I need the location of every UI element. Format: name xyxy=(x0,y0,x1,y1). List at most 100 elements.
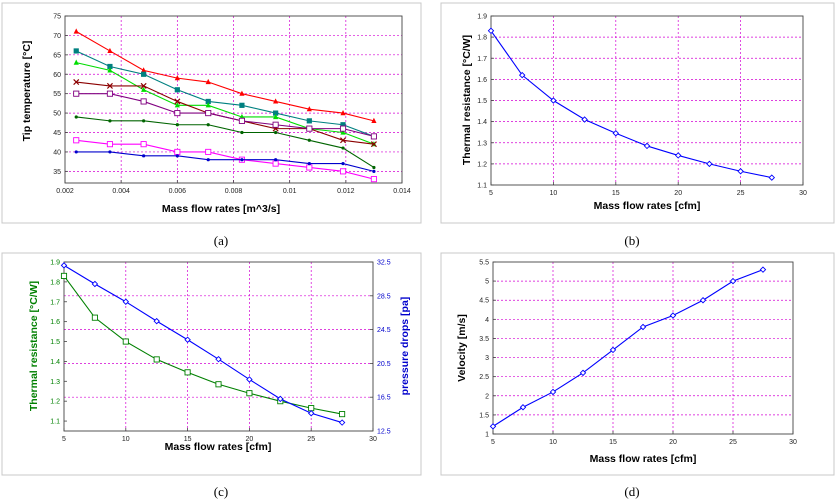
series-2-point xyxy=(91,280,99,288)
x-tick-label: 30 xyxy=(789,439,797,446)
series-3-point xyxy=(73,59,79,65)
series-2-point xyxy=(141,71,147,77)
series-7-line xyxy=(76,139,375,180)
series-1-point xyxy=(768,174,776,181)
x-tick-label: 0.014 xyxy=(393,188,411,195)
caption-c: (c) xyxy=(214,484,228,499)
x-tick-label: 15 xyxy=(612,190,620,197)
y-tick-label: 55 xyxy=(53,91,61,98)
series-3-point xyxy=(239,113,245,120)
series-1-point xyxy=(581,116,588,123)
y-tick-label: 70 xyxy=(53,33,61,40)
series-7-point xyxy=(272,160,279,167)
series-1-point xyxy=(550,97,557,104)
x-tick-label: 30 xyxy=(369,436,377,443)
series-2-point xyxy=(307,410,315,417)
x-tick-label: 5 xyxy=(489,190,493,197)
y-tick-label: 45 xyxy=(53,130,61,137)
chart-d: 5 10 15 20 25 30 1 1.5 2 2.5 3 3.5 4 4.5 5 5.5 Mass flow… xyxy=(456,260,797,466)
series-8-line xyxy=(76,151,375,172)
series-3-line xyxy=(76,62,375,145)
y-tick-label: 4.5 xyxy=(479,298,489,305)
x-tick-label: 10 xyxy=(549,439,557,446)
panel-c-frame xyxy=(1,252,422,476)
y-axis-label: Thermal resistance [°C/W] xyxy=(461,35,473,165)
series-5-point xyxy=(73,90,80,97)
series-8-point xyxy=(240,158,244,162)
y-tick-label: 1.3 xyxy=(477,140,487,147)
series-1-point xyxy=(729,277,737,285)
series-4-point xyxy=(140,82,147,89)
series-1-point xyxy=(339,411,346,418)
x-tick-label: 0.002 xyxy=(56,188,74,195)
series-5-point xyxy=(339,125,347,132)
series-8-point xyxy=(206,158,210,162)
series-5-point xyxy=(205,110,212,117)
series-1-point xyxy=(239,90,245,96)
y-tick-label: 1.1 xyxy=(477,183,487,190)
series-4-point xyxy=(106,82,113,89)
series-2-point xyxy=(122,298,130,305)
series-5-point xyxy=(140,98,147,105)
series-2-point xyxy=(273,110,279,116)
y-tick-label: 2.5 xyxy=(479,374,489,381)
y-axis-label: Tip temperature [°C] xyxy=(21,41,33,142)
series-1-point xyxy=(669,312,677,319)
y-tick-label: 1.6 xyxy=(477,77,487,84)
series-4-point xyxy=(340,137,347,144)
series-3-point xyxy=(174,102,180,108)
series-7-point xyxy=(73,137,80,144)
y-tick-label: 1.2 xyxy=(50,399,60,406)
x-tick-label: 25 xyxy=(307,436,315,443)
series-2-point xyxy=(215,355,222,363)
series-6-point xyxy=(108,119,112,123)
series-1-line xyxy=(63,275,343,415)
series-7-point xyxy=(106,141,113,148)
series-8-point xyxy=(372,169,376,173)
series-1-point xyxy=(489,423,497,430)
series-1-point xyxy=(107,47,113,54)
y-tick-label: 75 xyxy=(53,14,61,21)
y-tick-label: 1.5 xyxy=(50,339,60,346)
y-right-tick-label: 28.5 xyxy=(377,293,391,300)
y-tick-label: 1.6 xyxy=(50,319,60,326)
series-1-point xyxy=(184,369,191,376)
series-8-point xyxy=(341,161,345,166)
x-tick-label: 5 xyxy=(62,436,66,443)
series-8-point xyxy=(108,150,112,154)
series-1-point xyxy=(737,168,744,175)
series-1-point xyxy=(519,404,527,411)
y-tick-label: 60 xyxy=(53,72,61,79)
series-5-point xyxy=(306,125,313,132)
series-2-point xyxy=(107,63,113,70)
series-6-line xyxy=(76,116,375,168)
series-6-point xyxy=(74,115,78,119)
x-tick-label: 25 xyxy=(737,190,745,197)
y-tick-label: 1.5 xyxy=(477,98,487,105)
series-1-point xyxy=(73,28,79,34)
series-2-point xyxy=(246,376,253,383)
caption-b: (b) xyxy=(624,233,639,248)
series-7-point xyxy=(306,164,313,171)
series-1-point xyxy=(639,323,647,331)
series-1-point xyxy=(306,106,312,112)
series-5-point xyxy=(370,133,377,140)
series-2-point xyxy=(153,317,160,325)
y-right-tick-label: 24.5 xyxy=(377,327,391,334)
series-8-point xyxy=(74,150,78,154)
x-tick-label: 0.008 xyxy=(225,188,243,195)
y-tick-label: 40 xyxy=(53,149,61,156)
x-tick-label: 20 xyxy=(674,190,682,197)
y-right-tick-label: 12.5 xyxy=(377,429,391,436)
series-1-point xyxy=(487,27,495,35)
series-1-point xyxy=(60,272,68,279)
y-tick-label: 2 xyxy=(485,393,489,400)
y-tick-label: 1 xyxy=(485,432,489,439)
series-1-point xyxy=(174,75,180,81)
y-right-tick-label: 16.5 xyxy=(377,395,391,402)
y-tick-label: 3 xyxy=(485,355,489,362)
y-axis-right-label: pressure drops [pa] xyxy=(399,297,411,396)
series-6-point xyxy=(142,119,146,123)
series-1-point xyxy=(246,390,253,397)
x-tick-label: 20 xyxy=(669,439,677,446)
